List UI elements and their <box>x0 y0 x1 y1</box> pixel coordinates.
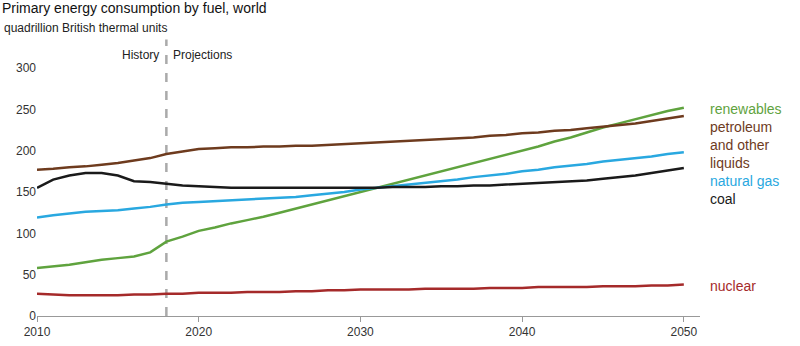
svg-text:petroleumand otherliquids: petroleumand otherliquids <box>710 119 772 171</box>
svg-text:History: History <box>122 48 159 62</box>
svg-text:150: 150 <box>16 185 36 199</box>
svg-text:nuclear: nuclear <box>710 278 756 294</box>
svg-text:2020: 2020 <box>185 325 212 339</box>
svg-text:250: 250 <box>16 103 36 117</box>
svg-text:2010: 2010 <box>24 325 51 339</box>
svg-text:0: 0 <box>29 309 36 323</box>
svg-text:2030: 2030 <box>347 325 374 339</box>
svg-text:Projections: Projections <box>173 48 232 62</box>
svg-text:200: 200 <box>16 144 36 158</box>
svg-text:2040: 2040 <box>509 325 536 339</box>
svg-text:300: 300 <box>16 61 36 75</box>
svg-text:100: 100 <box>16 227 36 241</box>
svg-text:Primary energy consumption by: Primary energy consumption by fuel, worl… <box>2 0 267 16</box>
svg-text:2050: 2050 <box>670 325 697 339</box>
svg-text:renewables: renewables <box>710 101 782 117</box>
svg-text:natural gas: natural gas <box>710 173 779 189</box>
svg-text:50: 50 <box>23 268 37 282</box>
svg-text:quadrillion British thermal un: quadrillion British thermal units <box>4 21 167 35</box>
svg-text:coal: coal <box>710 191 736 207</box>
